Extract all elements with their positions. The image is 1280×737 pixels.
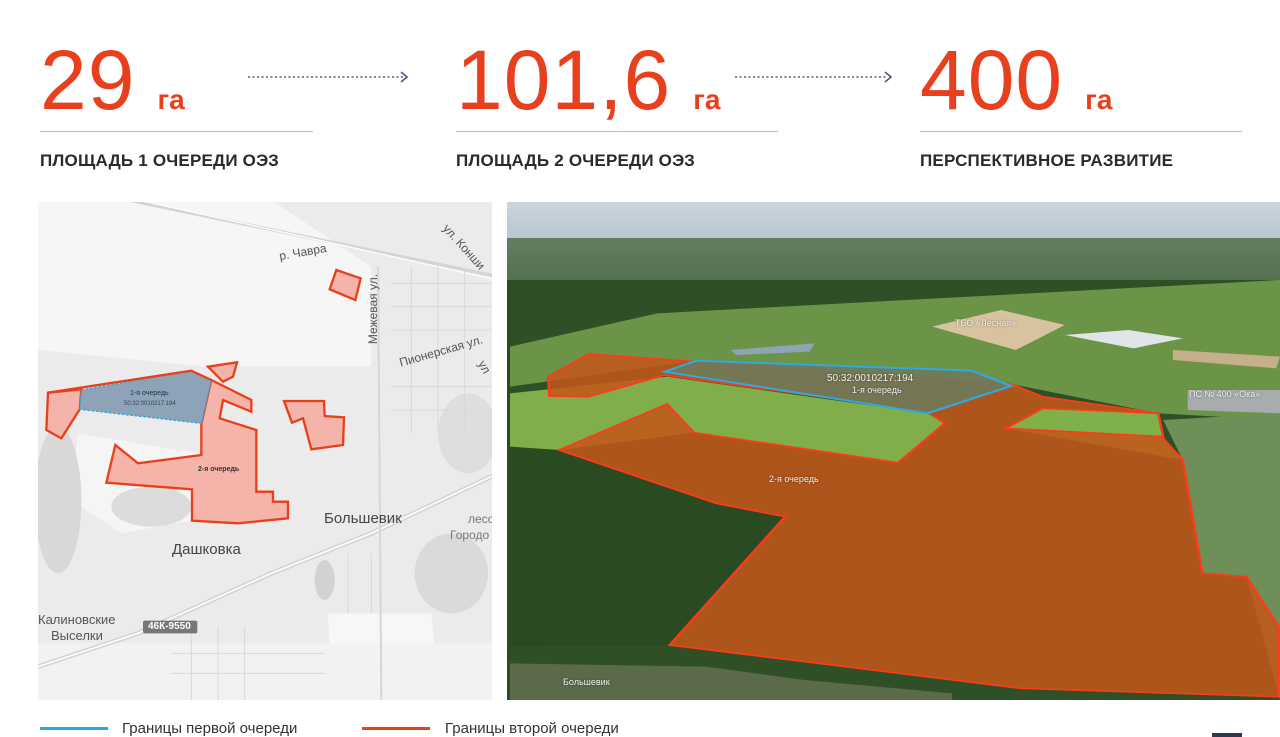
photo-label-ps: ПС № 400 «Ока» (1189, 389, 1261, 399)
map-label-forest: лесо (468, 512, 492, 526)
map-parcel-left (45, 388, 83, 440)
map-label-kalinovskie: Калиновские (38, 612, 116, 627)
stat-value: 29 (40, 33, 136, 127)
map-label-forest: Городо (450, 528, 490, 542)
stat-perspective: 400 га (920, 38, 1112, 122)
map-parcel-right (282, 399, 346, 451)
stat-label: ПЛОЩАДЬ 1 ОЧЕРЕДИ ОЭЗ (40, 151, 280, 170)
legend-second-line (362, 727, 430, 730)
stat-unit: га (693, 84, 721, 115)
map-graphic (38, 202, 492, 700)
page-marker (1212, 733, 1242, 737)
map-label-stage2: 2-я очередь (198, 466, 240, 473)
site-map: р. Чавра Межевая ул. Пионерская ул. ул. … (38, 202, 492, 700)
map-label-vyselki: Выселки (51, 628, 103, 643)
stat-unit: га (1085, 84, 1113, 115)
divider (456, 131, 778, 132)
map-label-dashkovka: Дашковка (172, 541, 241, 558)
stat-label: ПЕРСПЕКТИВНОЕ РАЗВИТИЕ (920, 151, 1174, 170)
stat-stage1: 29 га (40, 38, 185, 122)
map-parcel-top (328, 268, 363, 302)
stat-label: ПЛОЩАДЬ 2 ОЧЕРЕДИ ОЭЗ (456, 151, 696, 170)
divider (40, 131, 313, 132)
road-badge: 46К-9550 (148, 621, 191, 632)
aerial-photo: 50:32:0010217:194 1-я очередь 2-я очеред… (507, 202, 1280, 700)
photo-label-stage2: 2-я очередь (769, 474, 819, 484)
map-label-stage1: 1-я очередь (130, 390, 169, 397)
stat-value: 400 (920, 33, 1064, 127)
map-label-bolshevik: Большевик (324, 510, 402, 527)
stat-stage2: 101,6 га (456, 38, 720, 122)
map-parcel-stage2 (104, 378, 290, 525)
legend-second-label: Границы второй очереди (445, 720, 619, 737)
photo-label-cadastre: 50:32:0010217:194 (827, 373, 914, 384)
map-label-street: Межевая ул. (366, 273, 381, 345)
dotted-arrow-icon (248, 71, 409, 83)
map-parcel-triangle (205, 360, 239, 384)
legend-first-label: Границы первой очереди (122, 720, 298, 737)
sky (507, 202, 1280, 280)
photo-label-stage1: 1-я очередь (852, 385, 902, 395)
map-label-cadastre: 50:32:0010217:194 (124, 401, 176, 407)
photo-graphic (510, 280, 1280, 700)
dotted-arrow-icon (735, 71, 893, 83)
photo-label-bolshevik: Большевик (563, 677, 610, 687)
stat-value: 101,6 (456, 33, 672, 127)
photo-label-tbo: ТБО «Лесная» (955, 318, 1017, 328)
legend-first-line (40, 727, 108, 730)
stat-unit: га (157, 84, 185, 115)
photo-parcel-stage1 (660, 359, 1015, 415)
divider (920, 131, 1242, 132)
